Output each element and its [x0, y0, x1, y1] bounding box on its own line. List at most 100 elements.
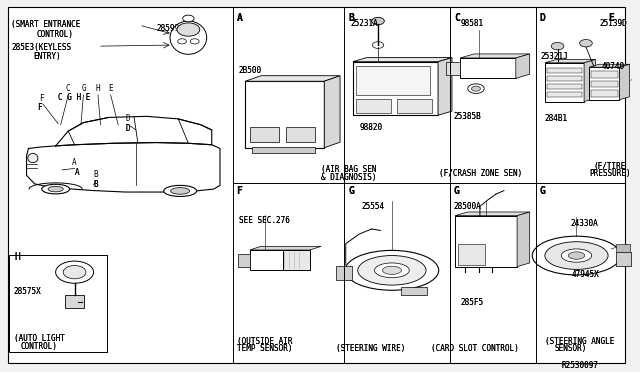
Text: C G H E: C G H E	[58, 93, 90, 102]
Circle shape	[551, 42, 564, 50]
Text: TEMP SENSOR): TEMP SENSOR)	[237, 344, 292, 353]
Bar	[397, 99, 432, 113]
Circle shape	[177, 23, 200, 36]
Text: 284B1: 284B1	[545, 114, 568, 123]
Text: (STEERING ANGLE: (STEERING ANGLE	[545, 337, 614, 346]
Ellipse shape	[374, 263, 410, 278]
Text: (AIR BAG SEN: (AIR BAG SEN	[321, 166, 376, 174]
Bar	[591, 80, 618, 87]
Ellipse shape	[48, 186, 63, 192]
Text: B: B	[93, 180, 98, 189]
Text: (AUTO LIGHT: (AUTO LIGHT	[14, 334, 65, 343]
Text: 285E3(KEYLESS: 285E3(KEYLESS	[12, 43, 72, 52]
Text: G: G	[348, 186, 354, 196]
Text: G: G	[454, 186, 460, 196]
Polygon shape	[460, 54, 530, 58]
Text: B: B	[94, 170, 99, 179]
Polygon shape	[438, 58, 452, 115]
Bar	[455, 216, 517, 267]
Text: 285E3(KEYLESS: 285E3(KEYLESS	[12, 43, 72, 52]
Text: B: B	[93, 180, 98, 189]
Text: D: D	[125, 113, 130, 123]
Bar	[446, 62, 460, 75]
Text: SEE SEC.276: SEE SEC.276	[239, 216, 290, 225]
Text: 25139D: 25139D	[599, 19, 627, 28]
Text: (F/CRASH ZONE SEN): (F/CRASH ZONE SEN)	[439, 169, 523, 178]
Circle shape	[182, 15, 194, 22]
Text: (F/TIRE: (F/TIRE	[593, 162, 625, 171]
Text: PRESSURE): PRESSURE)	[589, 169, 631, 178]
Polygon shape	[620, 64, 630, 100]
Text: H: H	[14, 252, 20, 262]
Text: A: A	[75, 168, 79, 177]
Text: ENTRY): ENTRY)	[33, 52, 61, 61]
Text: (OUTSIDE AIR: (OUTSIDE AIR	[237, 337, 292, 346]
Text: 28500A: 28500A	[454, 202, 481, 211]
Polygon shape	[517, 212, 530, 267]
Text: F: F	[236, 186, 243, 196]
Bar	[356, 99, 390, 113]
Ellipse shape	[42, 184, 70, 194]
Text: 98581: 98581	[460, 19, 483, 28]
Text: 40740: 40740	[602, 62, 625, 71]
Text: CONTROL): CONTROL)	[36, 29, 74, 39]
Text: SEE SEC.276: SEE SEC.276	[239, 216, 290, 225]
Bar	[401, 287, 427, 295]
Text: C G H E: C G H E	[58, 93, 90, 102]
Text: A: A	[75, 168, 79, 177]
Text: C: C	[66, 84, 70, 93]
Ellipse shape	[383, 266, 401, 275]
Ellipse shape	[561, 249, 591, 262]
Circle shape	[63, 266, 86, 279]
Polygon shape	[584, 60, 595, 102]
Text: & DIAGNOSIS): & DIAGNOSIS)	[321, 173, 376, 182]
Text: 25231A: 25231A	[351, 19, 379, 28]
Text: A: A	[72, 158, 77, 167]
Text: 24330A: 24330A	[570, 219, 598, 228]
Text: E: E	[608, 13, 614, 23]
Text: (AIR BAG SEN: (AIR BAG SEN	[321, 166, 376, 174]
Text: (OUTSIDE AIR: (OUTSIDE AIR	[237, 337, 292, 346]
Text: 2B500: 2B500	[239, 67, 262, 76]
Text: & DIAGNOSIS): & DIAGNOSIS)	[321, 173, 376, 182]
Bar	[616, 252, 631, 266]
Text: (STEERING WIRE): (STEERING WIRE)	[336, 344, 406, 353]
Text: 28575X: 28575X	[14, 287, 42, 296]
Polygon shape	[353, 58, 452, 62]
Text: F: F	[36, 103, 42, 112]
Text: 25554: 25554	[362, 202, 385, 211]
Text: (CARD SLOT CONTROL): (CARD SLOT CONTROL)	[431, 344, 519, 353]
Ellipse shape	[170, 21, 207, 54]
Text: 98820: 98820	[359, 123, 382, 132]
Bar	[591, 71, 618, 77]
Ellipse shape	[568, 252, 585, 259]
Text: 25231A: 25231A	[351, 19, 379, 28]
Bar	[353, 62, 438, 115]
Text: (F/CRASH ZONE SEN): (F/CRASH ZONE SEN)	[439, 169, 523, 178]
Text: D: D	[125, 124, 130, 133]
Polygon shape	[455, 212, 530, 216]
Text: A: A	[236, 13, 243, 23]
Circle shape	[56, 261, 93, 283]
Bar	[547, 92, 582, 97]
Text: 285F5: 285F5	[460, 298, 483, 307]
Text: 25554: 25554	[362, 202, 385, 211]
Bar	[252, 147, 315, 153]
Text: 25385B: 25385B	[454, 112, 481, 121]
Text: H: H	[95, 84, 100, 93]
Text: SENSOR): SENSOR)	[555, 344, 588, 353]
Ellipse shape	[164, 185, 196, 196]
Text: 40740: 40740	[602, 62, 625, 71]
Bar	[460, 58, 516, 78]
Text: 25321J: 25321J	[540, 52, 568, 61]
Polygon shape	[250, 246, 321, 250]
Text: B: B	[348, 13, 354, 23]
Bar	[10, 255, 108, 352]
Circle shape	[178, 39, 186, 44]
Text: E: E	[108, 84, 113, 93]
Bar	[547, 84, 582, 89]
Bar	[65, 295, 84, 308]
Text: ENTRY): ENTRY)	[33, 52, 61, 61]
Text: G: G	[348, 186, 354, 196]
Text: (CARD SLOT CONTROL): (CARD SLOT CONTROL)	[431, 344, 519, 353]
